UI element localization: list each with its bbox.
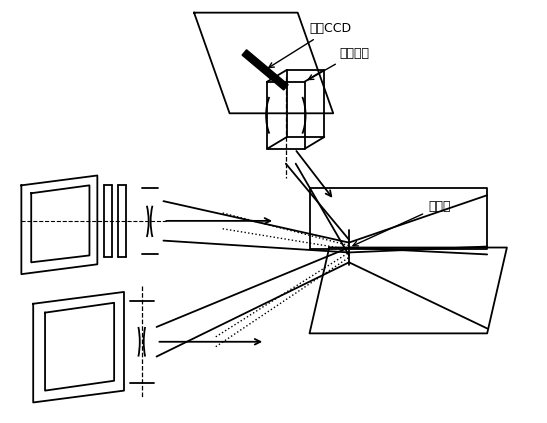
Polygon shape: [242, 50, 288, 90]
Text: 被测点: 被测点: [353, 200, 450, 246]
Text: 线阵CCD: 线阵CCD: [269, 22, 352, 68]
Text: 柱面透镜: 柱面透镜: [309, 47, 369, 80]
